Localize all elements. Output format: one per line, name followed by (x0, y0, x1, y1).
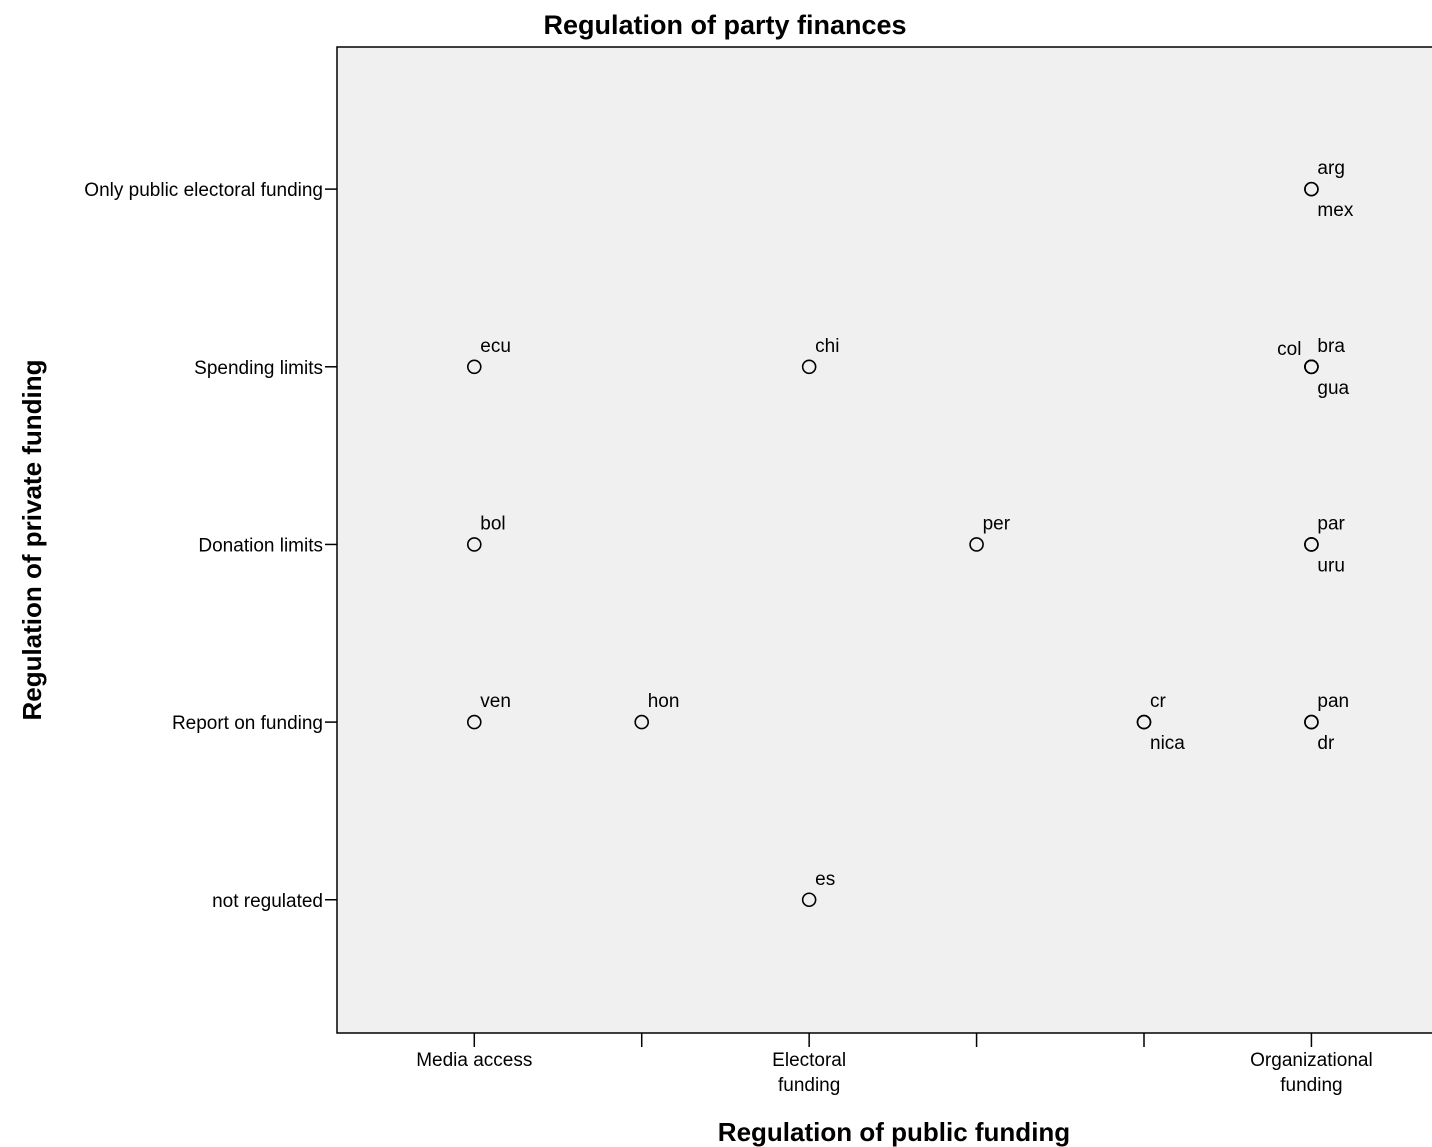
x-tick-label: Media access (416, 1050, 532, 1071)
data-point (634, 714, 650, 730)
data-point (801, 359, 817, 375)
data-point (1304, 359, 1319, 375)
data-points: arg mex ecu chi col bra gua bol per par uru ven hon c… (466, 158, 1354, 908)
point-label: pan (1317, 691, 1349, 712)
point-label: hon (648, 691, 680, 712)
point-label: ecu (480, 336, 511, 357)
data-point (1136, 714, 1152, 730)
point-label: ven (480, 691, 511, 712)
point-label: cr (1150, 691, 1167, 712)
data-point (801, 892, 817, 908)
x-tick-label: funding (1280, 1075, 1342, 1096)
data-point (1304, 537, 1319, 552)
data-point (466, 714, 482, 730)
point-label: es (815, 869, 835, 890)
y-tick-label: Spending limits (194, 358, 323, 379)
y-tick-label: Donation limits (198, 535, 323, 556)
chart-title: Regulation of party finances (543, 10, 906, 40)
point-label: mex (1317, 200, 1353, 221)
data-point (466, 359, 482, 375)
point-label: chi (815, 336, 839, 357)
point-label: par (1317, 513, 1345, 534)
data-point (1304, 181, 1319, 197)
x-tick-label: Organizational (1250, 1050, 1373, 1071)
point-label: gua (1317, 378, 1349, 399)
y-tick-label: Report on funding (172, 713, 323, 734)
data-point (969, 537, 984, 552)
data-point (466, 537, 482, 552)
y-axis-title: Regulation of private funding (17, 359, 47, 720)
data-point (1304, 714, 1319, 730)
x-axis-title: Regulation of public funding (718, 1117, 1070, 1147)
x-tick-label: funding (778, 1075, 840, 1096)
point-label: nica (1150, 733, 1185, 754)
point-label: col (1277, 339, 1301, 360)
point-label: per (983, 513, 1011, 534)
y-tick-label: not regulated (212, 891, 323, 912)
y-axis: not regulated Report on funding Donation l… (84, 180, 337, 912)
point-label: arg (1317, 158, 1344, 179)
x-tick-label: Electoral (772, 1050, 846, 1071)
point-label: uru (1317, 555, 1344, 576)
plot-area (336, 46, 1432, 1034)
x-axis: Media access Electoral funding Organization… (416, 1033, 1373, 1096)
y-tick-label: Only public electoral funding (84, 180, 323, 201)
point-label: dr (1317, 733, 1335, 754)
point-label: bol (480, 513, 505, 534)
point-label: bra (1317, 336, 1345, 357)
